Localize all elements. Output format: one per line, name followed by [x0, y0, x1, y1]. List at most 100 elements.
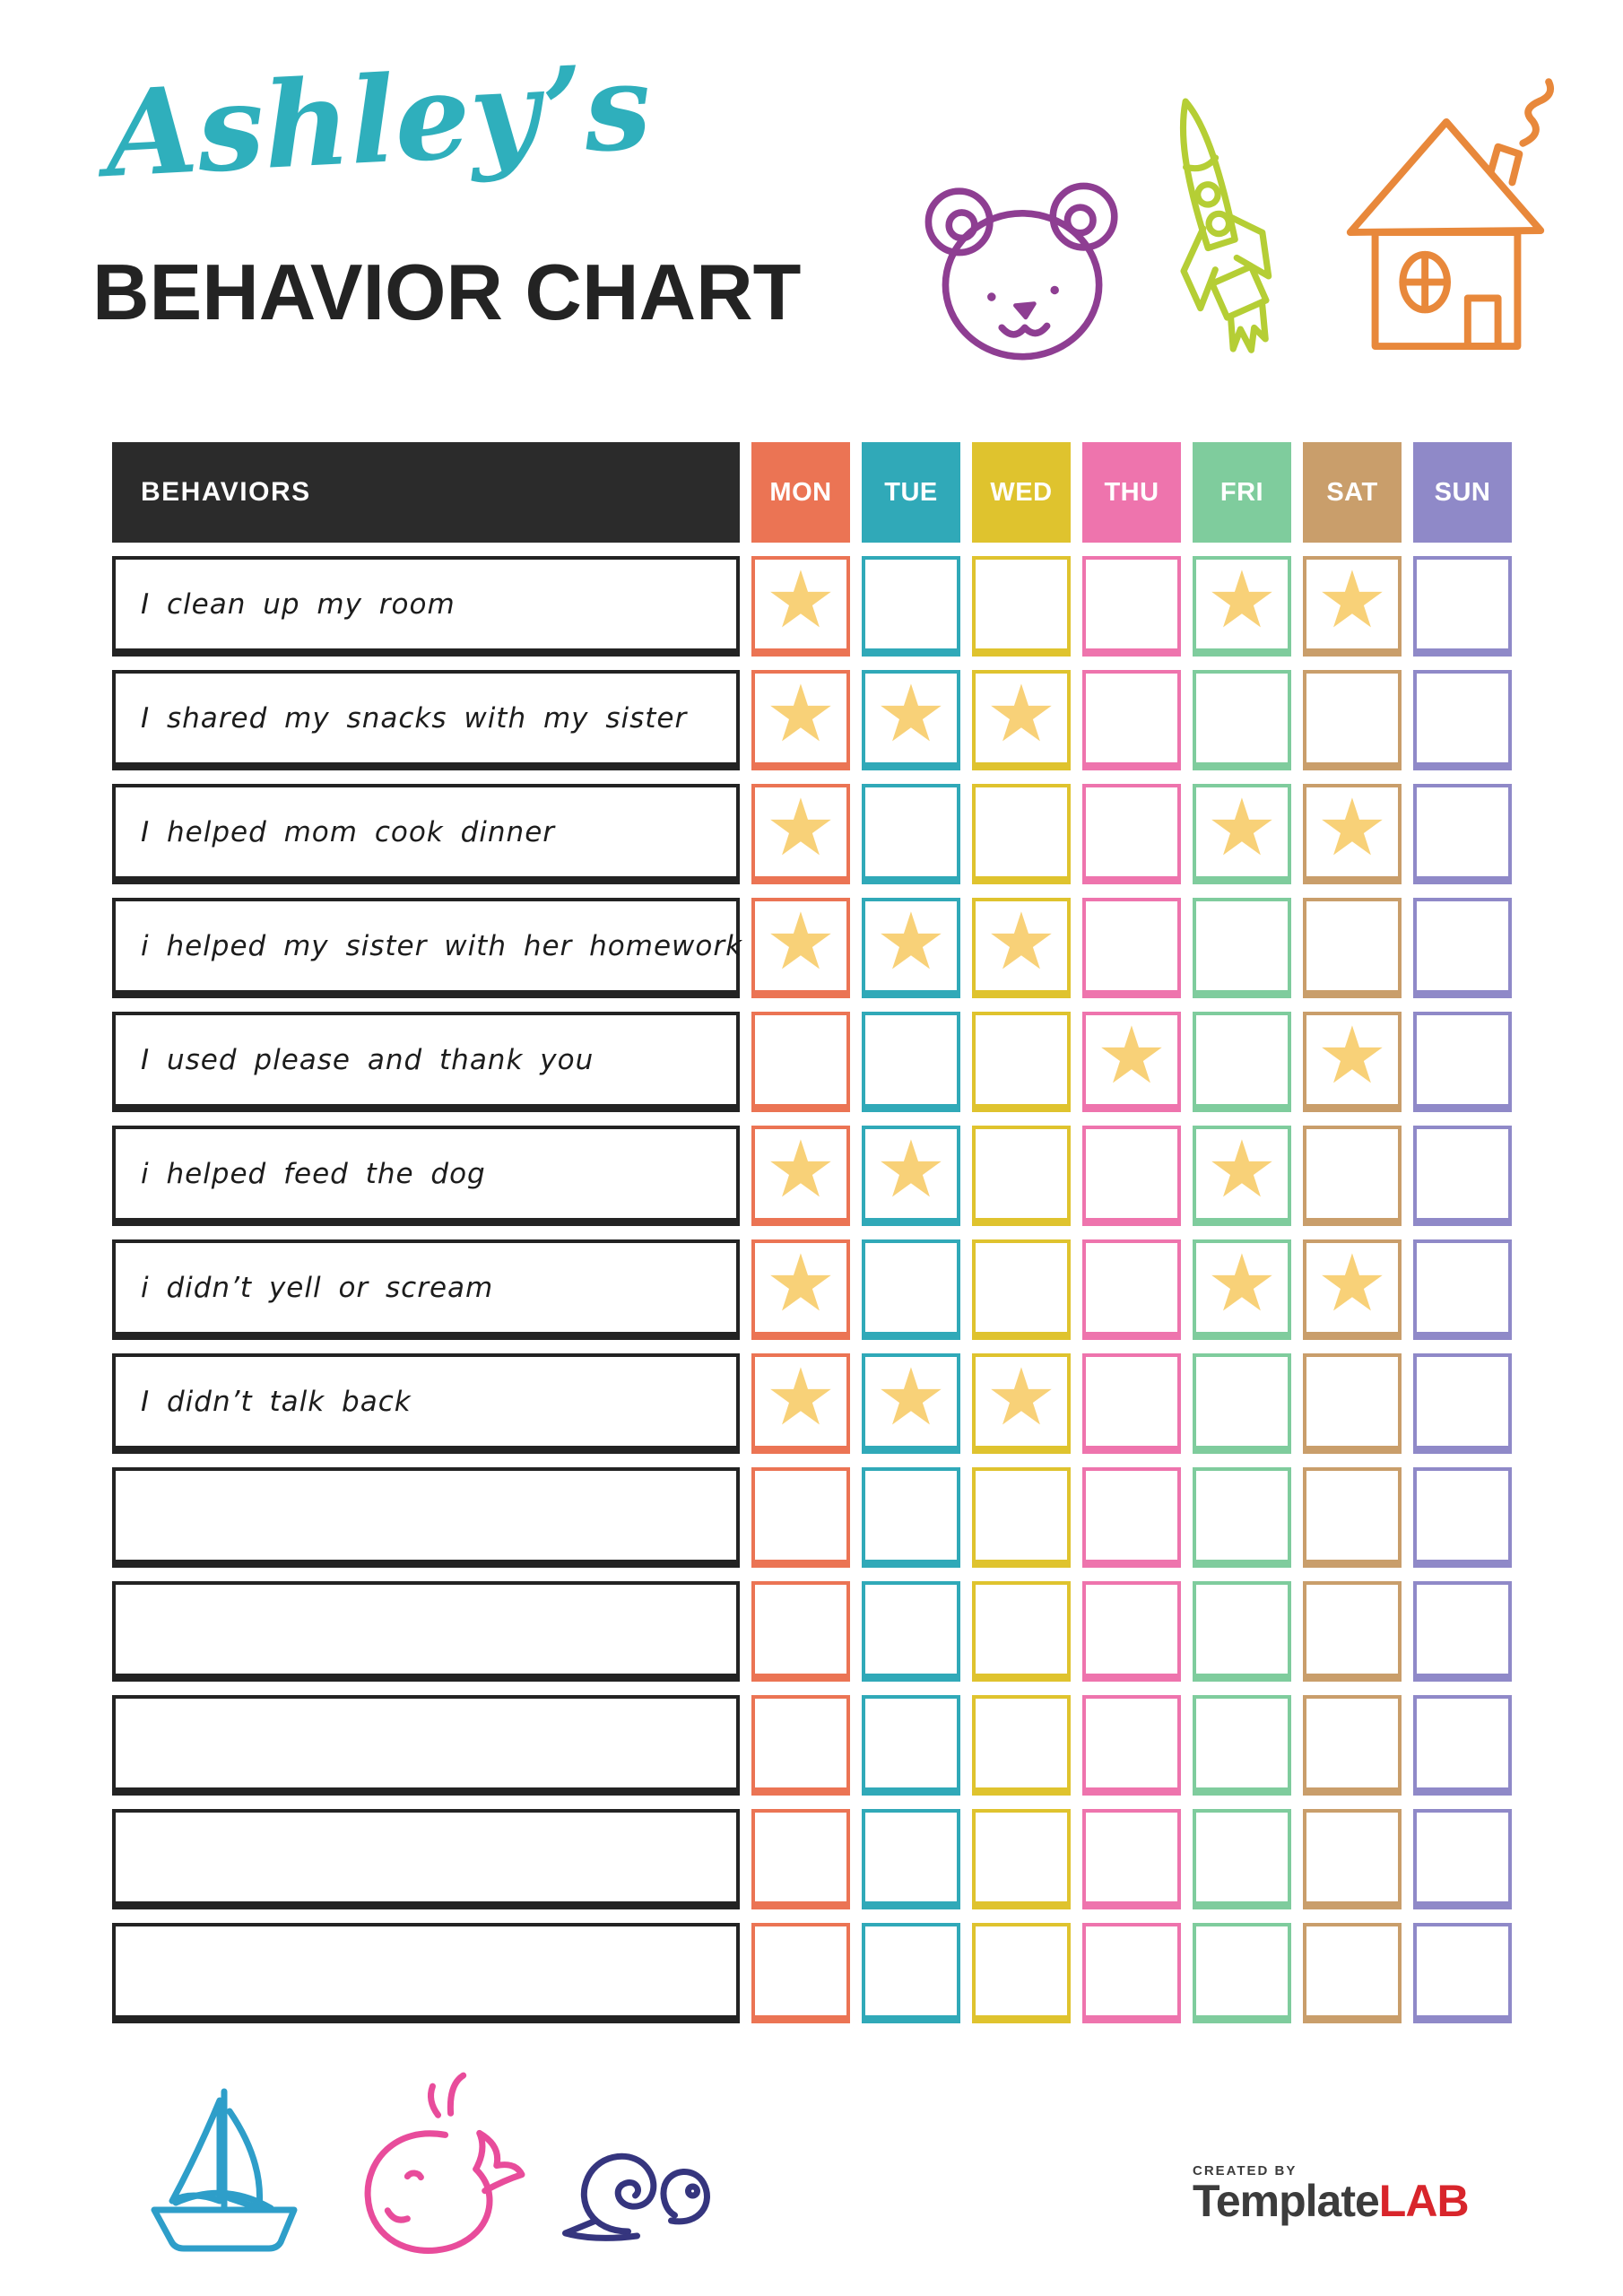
day-cell-thu[interactable] [1082, 556, 1181, 657]
day-cell-tue[interactable] [862, 1467, 960, 1568]
day-cell-mon[interactable] [751, 1467, 850, 1568]
day-cell-tue[interactable]: ★ [862, 670, 960, 770]
day-cell-fri[interactable] [1193, 898, 1291, 998]
day-cell-sun[interactable] [1413, 1239, 1512, 1340]
behavior-label-box[interactable]: i helped feed the dog [112, 1126, 740, 1226]
day-cell-wed[interactable] [972, 1012, 1071, 1112]
day-cell-sun[interactable] [1413, 1581, 1512, 1682]
day-cell-mon[interactable] [751, 1581, 850, 1682]
day-cell-fri[interactable]: ★ [1193, 1239, 1291, 1340]
day-cell-fri[interactable] [1193, 1809, 1291, 1909]
day-cell-sun[interactable] [1413, 1695, 1512, 1796]
day-cell-wed[interactable] [972, 556, 1071, 657]
day-cell-sat[interactable] [1303, 1923, 1402, 2023]
day-cell-thu[interactable] [1082, 1353, 1181, 1454]
day-cell-mon[interactable]: ★ [751, 670, 850, 770]
day-cell-sat[interactable] [1303, 1353, 1402, 1454]
day-cell-sat[interactable] [1303, 1809, 1402, 1909]
day-cell-fri[interactable] [1193, 1012, 1291, 1112]
day-cell-fri[interactable]: ★ [1193, 556, 1291, 657]
day-cell-wed[interactable]: ★ [972, 670, 1071, 770]
day-cell-tue[interactable] [862, 556, 960, 657]
behavior-label-box[interactable]: I helped mom cook dinner [112, 784, 740, 884]
day-cell-tue[interactable]: ★ [862, 1126, 960, 1226]
behavior-label-box[interactable]: I clean up my room [112, 556, 740, 657]
behavior-label-box[interactable] [112, 1809, 740, 1909]
day-cell-sat[interactable] [1303, 1126, 1402, 1226]
day-cell-tue[interactable]: ★ [862, 898, 960, 998]
day-cell-wed[interactable] [972, 784, 1071, 884]
day-cell-sun[interactable] [1413, 898, 1512, 998]
behavior-label-box[interactable] [112, 1467, 740, 1568]
day-cell-sun[interactable] [1413, 1353, 1512, 1454]
day-cell-tue[interactable] [862, 1012, 960, 1112]
day-cell-sat[interactable] [1303, 898, 1402, 998]
day-cell-fri[interactable] [1193, 670, 1291, 770]
day-cell-tue[interactable]: ★ [862, 1353, 960, 1454]
day-cell-thu[interactable] [1082, 670, 1181, 770]
day-cell-fri[interactable] [1193, 1923, 1291, 2023]
behavior-label-box[interactable] [112, 1923, 740, 2023]
day-cell-mon[interactable]: ★ [751, 784, 850, 884]
day-cell-mon[interactable] [751, 1695, 850, 1796]
day-cell-tue[interactable] [862, 1695, 960, 1796]
behavior-label-box[interactable]: I used please and thank you [112, 1012, 740, 1112]
day-cell-thu[interactable] [1082, 1467, 1181, 1568]
day-cell-thu[interactable] [1082, 1126, 1181, 1226]
behavior-label-box[interactable]: I didn’t talk back [112, 1353, 740, 1454]
day-cell-sat[interactable] [1303, 1467, 1402, 1568]
day-cell-mon[interactable]: ★ [751, 1239, 850, 1340]
behavior-label-box[interactable]: i helped my sister with her homework [112, 898, 742, 998]
day-cell-thu[interactable] [1082, 1581, 1181, 1682]
day-cell-wed[interactable] [972, 1467, 1071, 1568]
day-cell-sat[interactable]: ★ [1303, 1239, 1402, 1340]
behavior-label-box[interactable] [112, 1695, 740, 1796]
day-cell-tue[interactable] [862, 784, 960, 884]
day-cell-sat[interactable] [1303, 1695, 1402, 1796]
day-cell-thu[interactable] [1082, 898, 1181, 998]
day-cell-wed[interactable]: ★ [972, 898, 1071, 998]
day-cell-mon[interactable] [751, 1012, 850, 1112]
day-cell-fri[interactable] [1193, 1467, 1291, 1568]
day-cell-tue[interactable] [862, 1923, 960, 2023]
day-cell-sat[interactable]: ★ [1303, 556, 1402, 657]
day-cell-fri[interactable]: ★ [1193, 1126, 1291, 1226]
day-cell-sun[interactable] [1413, 1923, 1512, 2023]
day-cell-sun[interactable] [1413, 556, 1512, 657]
day-cell-wed[interactable] [972, 1809, 1071, 1909]
day-cell-thu[interactable] [1082, 1695, 1181, 1796]
day-cell-tue[interactable] [862, 1239, 960, 1340]
day-cell-thu[interactable] [1082, 1923, 1181, 2023]
behavior-label-box[interactable]: i didn’t yell or scream [112, 1239, 740, 1340]
day-cell-thu[interactable]: ★ [1082, 1012, 1181, 1112]
day-cell-sun[interactable] [1413, 670, 1512, 770]
day-cell-mon[interactable] [751, 1809, 850, 1909]
day-cell-wed[interactable] [972, 1581, 1071, 1682]
day-cell-sun[interactable] [1413, 1126, 1512, 1226]
behavior-label-box[interactable] [112, 1581, 740, 1682]
day-cell-sun[interactable] [1413, 784, 1512, 884]
day-cell-wed[interactable] [972, 1126, 1071, 1226]
day-cell-mon[interactable] [751, 1923, 850, 2023]
day-cell-tue[interactable] [862, 1581, 960, 1682]
day-cell-sun[interactable] [1413, 1809, 1512, 1909]
day-cell-wed[interactable]: ★ [972, 1353, 1071, 1454]
day-cell-fri[interactable]: ★ [1193, 784, 1291, 884]
day-cell-wed[interactable] [972, 1695, 1071, 1796]
day-cell-sat[interactable] [1303, 1581, 1402, 1682]
day-cell-tue[interactable] [862, 1809, 960, 1909]
day-cell-mon[interactable]: ★ [751, 898, 850, 998]
day-cell-sun[interactable] [1413, 1467, 1512, 1568]
day-cell-mon[interactable]: ★ [751, 1353, 850, 1454]
day-cell-sun[interactable] [1413, 1012, 1512, 1112]
day-cell-fri[interactable] [1193, 1581, 1291, 1682]
day-cell-wed[interactable] [972, 1239, 1071, 1340]
day-cell-sat[interactable]: ★ [1303, 1012, 1402, 1112]
day-cell-mon[interactable]: ★ [751, 1126, 850, 1226]
day-cell-sat[interactable]: ★ [1303, 784, 1402, 884]
day-cell-fri[interactable] [1193, 1353, 1291, 1454]
day-cell-thu[interactable] [1082, 784, 1181, 884]
day-cell-wed[interactable] [972, 1923, 1071, 2023]
day-cell-mon[interactable]: ★ [751, 556, 850, 657]
day-cell-thu[interactable] [1082, 1809, 1181, 1909]
